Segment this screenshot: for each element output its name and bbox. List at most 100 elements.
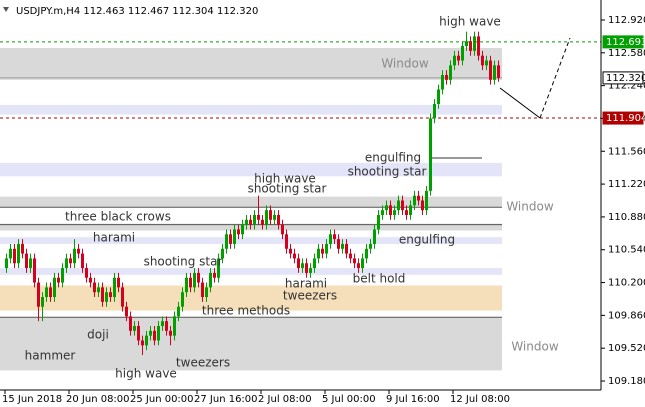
candle-body [369,243,372,249]
zone [0,162,502,177]
y-tick-label: 112.580 [608,48,645,59]
x-tick-label: 15 Jun 2018 [2,394,62,405]
candle-body [421,200,424,211]
pattern-label: engulfing [365,151,421,165]
x-tick-label: 27 Jun 16:00 [194,394,258,405]
candles [5,31,500,355]
candle-body [5,258,8,269]
candle-body [461,46,464,61]
candle-body [301,263,304,269]
zone [0,104,502,115]
candle-body [417,195,420,201]
projection-line [499,87,541,119]
candle-body [493,65,496,80]
candle-body [201,282,204,298]
pattern-label: high wave [115,367,177,381]
price-label: 112.320 [606,73,645,84]
zone [0,237,502,244]
zone [0,285,502,311]
pattern-label: harami [93,231,135,245]
candle-body [221,248,224,259]
candle-body [305,263,308,273]
candle-body [377,214,380,230]
pattern-label: doji [87,328,109,342]
candle-body [309,268,312,273]
y-tick-label: 109.180 [608,376,645,387]
candle-body [457,55,460,61]
candle-body [329,234,332,244]
candle-body [97,287,100,293]
pattern-label: harami [285,277,327,291]
pattern-label: high wave [254,172,316,186]
candle-body [77,248,80,254]
candle-body [29,258,32,269]
candle-body [261,219,264,225]
pattern-label: shooting star [248,182,327,196]
candle-body [113,277,116,298]
candle-body [197,272,200,283]
candle-body [253,214,256,225]
zones [0,47,502,371]
zone [0,196,502,208]
candle-body [73,248,76,264]
candle-body [141,340,144,346]
x-tick-label: 5 Jul 00:00 [322,394,376,405]
candle-body [481,55,484,66]
pattern-label: Window [506,200,554,214]
candle-body [53,277,56,298]
y-tick-label: 111.220 [608,179,645,190]
pattern-label: Window [381,57,429,71]
candle-body [409,205,412,215]
candle-body [65,258,68,269]
x-tick-label: 25 Jun 00:00 [130,394,194,405]
candle-body [69,258,72,264]
price-label: 112.693 [606,37,645,48]
candle-body [213,272,216,278]
candle-body [81,253,84,269]
candle-body [465,41,468,47]
header: USDJPY.m,H4 112.463 112.467 112.304 112.… [16,6,258,17]
y-tick-label: 110.200 [608,278,645,289]
candle-body [425,190,428,211]
candle-body [445,75,448,80]
candle-body [437,89,440,104]
candle-body [225,234,228,249]
y-tick-label: 109.520 [608,343,645,354]
candle-body [469,41,472,51]
candle-body [33,258,36,283]
candle-body [477,36,480,56]
pattern-label: shooting star [348,165,427,179]
pattern-label: three methods [202,304,290,318]
candle-body [41,297,44,307]
candle-body [321,248,324,254]
x-tick-label: 20 Jun 08:00 [66,394,130,405]
candle-body [453,55,456,66]
candle-body [429,118,432,191]
y-tick-label: 112.240 [608,81,645,92]
header-arrow [3,7,9,12]
candle-body [389,205,392,215]
candle-body [117,277,120,288]
x-tick-label: 2 Jul 08:00 [258,394,312,405]
candle-body [161,321,164,326]
price-label-box [602,111,644,125]
candle-body [365,248,368,259]
candle-body [273,214,276,220]
candle-body [13,248,16,264]
candle-body [269,210,272,220]
candle-body [317,248,320,259]
candle-body [45,287,48,298]
pattern-label: Window [511,340,559,354]
candle-body [145,335,148,346]
y-tick-label: 109.860 [608,310,645,321]
candle-body [169,330,172,336]
candle-body [89,277,92,283]
candle-body [289,248,292,254]
candle-body [325,243,328,254]
pattern-label: shooting star [144,255,223,269]
candle-body [25,253,28,269]
price-label-box [602,71,644,85]
candle-body [133,325,136,331]
